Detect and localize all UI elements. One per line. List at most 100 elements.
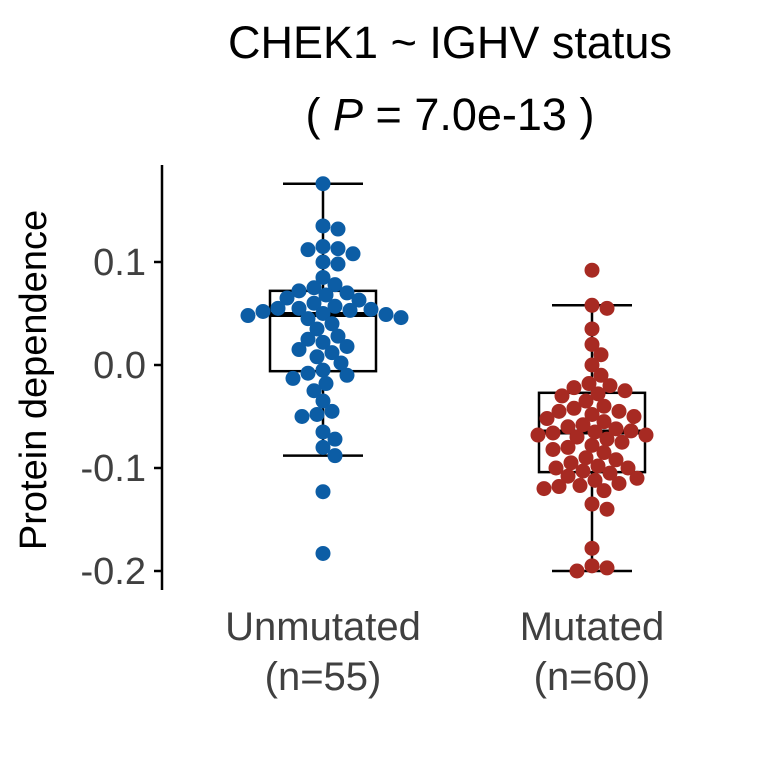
- data-point: [548, 460, 564, 476]
- x-tick-n-label: (n=55): [265, 655, 382, 699]
- data-point: [330, 241, 346, 257]
- data-point: [315, 484, 331, 500]
- data-point: [551, 479, 567, 495]
- data-point: [330, 328, 346, 344]
- data-point: [623, 423, 639, 439]
- data-point: [584, 357, 600, 373]
- data-point: [593, 347, 609, 363]
- data-point: [620, 460, 636, 476]
- data-point: [587, 424, 603, 440]
- data-point: [324, 345, 340, 361]
- y-tick-label: 0.1: [93, 242, 146, 284]
- data-point: [363, 301, 379, 317]
- data-point: [345, 246, 361, 262]
- data-point: [330, 221, 346, 237]
- data-point: [584, 262, 600, 278]
- data-point: [300, 311, 316, 327]
- data-point: [539, 411, 555, 427]
- data-point: [294, 409, 310, 424]
- data-point: [614, 434, 630, 450]
- data-point: [306, 295, 322, 311]
- data-point: [315, 269, 331, 285]
- data-point: [378, 307, 394, 323]
- data-point: [318, 287, 334, 303]
- data-point: [279, 290, 295, 306]
- data-point: [315, 545, 331, 561]
- chart-title: CHEK1 ~ IGHV status: [228, 17, 672, 68]
- data-point: [530, 427, 546, 443]
- data-point: [575, 417, 591, 433]
- data-point: [309, 321, 325, 337]
- data-point: [339, 338, 355, 354]
- data-point: [569, 563, 585, 579]
- data-point: [581, 376, 597, 392]
- data-point: [578, 393, 594, 409]
- y-tick-label: -0.1: [81, 448, 146, 490]
- plot-area: [240, 176, 654, 579]
- data-point: [351, 292, 367, 308]
- data-point: [566, 380, 582, 396]
- data-point: [315, 439, 331, 455]
- data-point: [569, 429, 585, 445]
- y-tick-label: 0.0: [93, 345, 146, 387]
- data-point: [306, 280, 322, 296]
- data-point: [584, 336, 600, 352]
- data-point: [545, 441, 561, 457]
- data-point: [339, 285, 355, 301]
- data-point: [339, 367, 355, 383]
- data-point: [596, 483, 612, 499]
- data-point: [315, 362, 331, 378]
- data-point: [590, 458, 606, 474]
- data-point: [611, 475, 627, 491]
- data-point: [611, 403, 627, 419]
- data-point: [593, 367, 609, 383]
- data-point: [324, 316, 340, 332]
- data-point: [327, 277, 343, 293]
- data-point: [560, 419, 576, 435]
- data-point: [315, 218, 331, 234]
- data-point: [596, 398, 612, 414]
- data-point: [599, 300, 615, 316]
- data-point: [285, 370, 301, 386]
- data-point: [602, 378, 618, 394]
- data-point: [327, 298, 343, 314]
- y-tick-label: -0.2: [81, 551, 146, 593]
- data-point: [599, 501, 615, 517]
- data-point: [560, 439, 576, 455]
- data-point: [300, 242, 316, 258]
- x-tick-label: Unmutated: [225, 605, 421, 649]
- data-point: [318, 376, 334, 392]
- data-point: [327, 448, 343, 464]
- data-point: [587, 472, 603, 488]
- y-axis: 0.1 0.0 -0.1 -0.2: [81, 165, 164, 593]
- data-point: [551, 403, 567, 419]
- data-point: [584, 540, 600, 556]
- data-point: [315, 424, 331, 440]
- data-point: [309, 349, 325, 365]
- data-point: [608, 452, 624, 468]
- data-point: [393, 310, 409, 326]
- data-point: [578, 450, 594, 466]
- data-point: [599, 431, 615, 447]
- data-point: [566, 400, 582, 416]
- data-point: [584, 558, 600, 574]
- data-point: [572, 478, 588, 494]
- data-point: [255, 303, 271, 319]
- x-axis-labels: Unmutated (n=55) Mutated (n=60): [225, 605, 664, 699]
- data-point: [291, 283, 307, 299]
- data-point: [602, 465, 618, 481]
- data-point: [309, 406, 325, 422]
- data-point: [270, 300, 286, 316]
- data-point: [315, 393, 331, 409]
- data-point: [554, 388, 570, 404]
- data-point: [584, 496, 600, 512]
- data-point: [596, 445, 612, 461]
- data-point: [629, 470, 645, 486]
- data-point: [342, 302, 358, 318]
- data-point: [617, 383, 633, 399]
- data-point: [240, 308, 256, 324]
- data-point: [315, 254, 331, 270]
- y-axis-label: Protein dependence: [13, 210, 55, 550]
- data-point: [599, 560, 615, 576]
